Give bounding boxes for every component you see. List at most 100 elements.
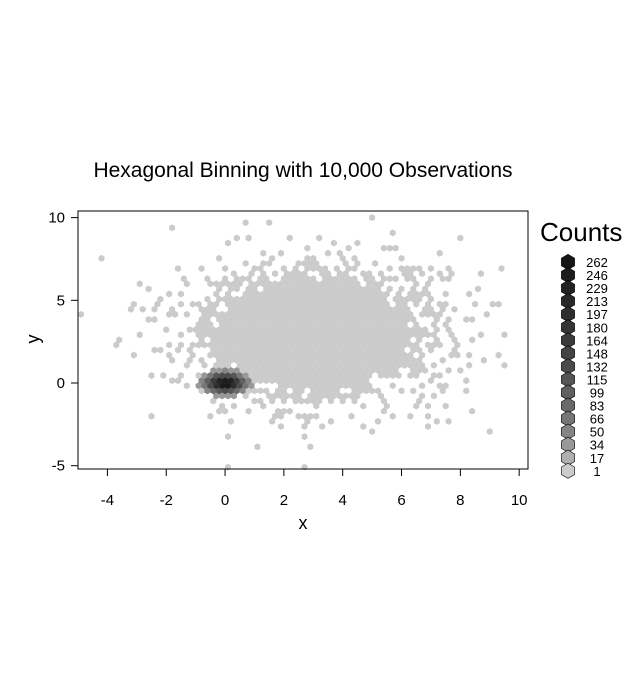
hex-bin xyxy=(239,336,246,344)
hex-bin xyxy=(222,275,229,283)
hex-bin xyxy=(213,300,220,308)
hex-bin xyxy=(363,387,370,395)
hex-bin xyxy=(445,265,452,272)
hex-bin xyxy=(416,326,423,334)
legend-count-label: 164 xyxy=(586,333,608,348)
hex-bin xyxy=(283,361,290,369)
legend-count-label: 197 xyxy=(586,307,608,322)
hex-bin xyxy=(398,265,405,272)
hex-bin xyxy=(248,321,255,329)
hex-bin xyxy=(233,285,240,293)
hex-bin xyxy=(254,280,261,288)
hex-bin xyxy=(383,321,390,329)
hex-bin xyxy=(313,382,320,390)
hex-bin xyxy=(251,366,258,374)
hex-bin xyxy=(327,305,334,313)
hex-bin xyxy=(454,351,461,359)
hex-bin xyxy=(501,331,508,339)
hex-bin xyxy=(333,346,340,354)
hex-bin xyxy=(257,326,264,334)
hex-bin xyxy=(325,280,331,288)
hex-bin xyxy=(301,372,308,379)
hex-bin xyxy=(216,377,223,385)
hex-bin xyxy=(269,356,276,364)
hex-bin xyxy=(392,305,399,313)
hex-bin xyxy=(230,351,237,359)
legend: Counts 262246229213197180164148132115998… xyxy=(540,217,622,479)
hex-bin xyxy=(327,336,334,344)
hex-bin xyxy=(210,326,217,334)
hex-bin xyxy=(392,316,399,323)
hex-bin xyxy=(377,270,384,278)
hex-bin xyxy=(351,295,358,303)
hex-bin xyxy=(469,407,476,415)
hex-bin xyxy=(377,351,384,359)
hex-bin xyxy=(307,392,314,400)
hex-bin xyxy=(422,305,429,313)
legend-hex xyxy=(561,436,575,453)
hex-bin xyxy=(339,346,346,354)
hex-bin xyxy=(277,341,284,349)
hex-bin xyxy=(198,336,205,344)
hex-bin xyxy=(204,377,211,385)
hex-bin xyxy=(201,331,208,339)
hex-bin xyxy=(289,351,296,359)
hex-bin xyxy=(330,382,337,390)
hex-bin xyxy=(330,280,337,288)
hex-bin xyxy=(375,346,381,354)
hex-bin xyxy=(425,300,431,308)
hex-bin xyxy=(269,377,276,385)
hex-bin xyxy=(301,331,308,339)
hex-bin xyxy=(286,346,293,354)
hex-bin xyxy=(401,331,408,339)
hex-bin xyxy=(225,280,231,288)
hex-bin xyxy=(310,336,317,344)
hex-bin xyxy=(195,372,202,379)
hex-bin xyxy=(304,254,311,262)
hex-bin xyxy=(266,341,273,349)
hex-bin xyxy=(195,321,202,329)
hex-bin xyxy=(219,361,226,369)
hex-bin xyxy=(245,275,252,283)
hex-bin xyxy=(342,300,349,308)
hex-bin xyxy=(395,331,402,339)
hex-bin xyxy=(327,417,334,425)
hex-bin xyxy=(248,270,255,278)
hex-bin xyxy=(251,377,258,385)
hex-bin xyxy=(204,387,211,395)
hex-bin xyxy=(283,382,290,390)
hex-bin xyxy=(386,366,393,374)
hex-bin xyxy=(304,417,311,425)
hex-bin xyxy=(295,310,302,318)
hex-bin xyxy=(236,310,243,318)
hex-bin xyxy=(283,270,290,278)
hex-bin xyxy=(351,275,358,283)
legend-hex xyxy=(561,293,575,310)
legend-title: Counts xyxy=(540,217,622,247)
legend-count-label: 17 xyxy=(590,451,604,466)
hex-bin xyxy=(198,387,205,395)
hex-bin xyxy=(292,285,299,293)
hex-bin xyxy=(410,275,417,283)
hex-bin xyxy=(348,331,355,339)
hex-bin xyxy=(145,316,152,323)
hex-bin xyxy=(372,300,379,308)
hex-bin xyxy=(269,336,276,344)
hex-bin xyxy=(286,356,293,364)
hex-bin xyxy=(330,392,337,400)
hex-bin xyxy=(230,310,237,318)
hex-bin xyxy=(336,392,343,400)
hex-bin xyxy=(404,336,411,344)
hex-bin xyxy=(292,295,299,303)
hex-bin xyxy=(316,377,323,385)
hex-bin xyxy=(325,372,331,379)
hex-bin xyxy=(425,341,431,349)
hex-bin xyxy=(207,412,214,420)
hex-bin xyxy=(301,412,308,420)
hex-bin xyxy=(448,331,455,339)
hex-bin xyxy=(283,372,290,379)
hex-bin xyxy=(239,366,246,374)
hex-bin xyxy=(342,331,349,339)
hex-bin xyxy=(495,351,502,359)
hex-bin xyxy=(313,392,320,400)
